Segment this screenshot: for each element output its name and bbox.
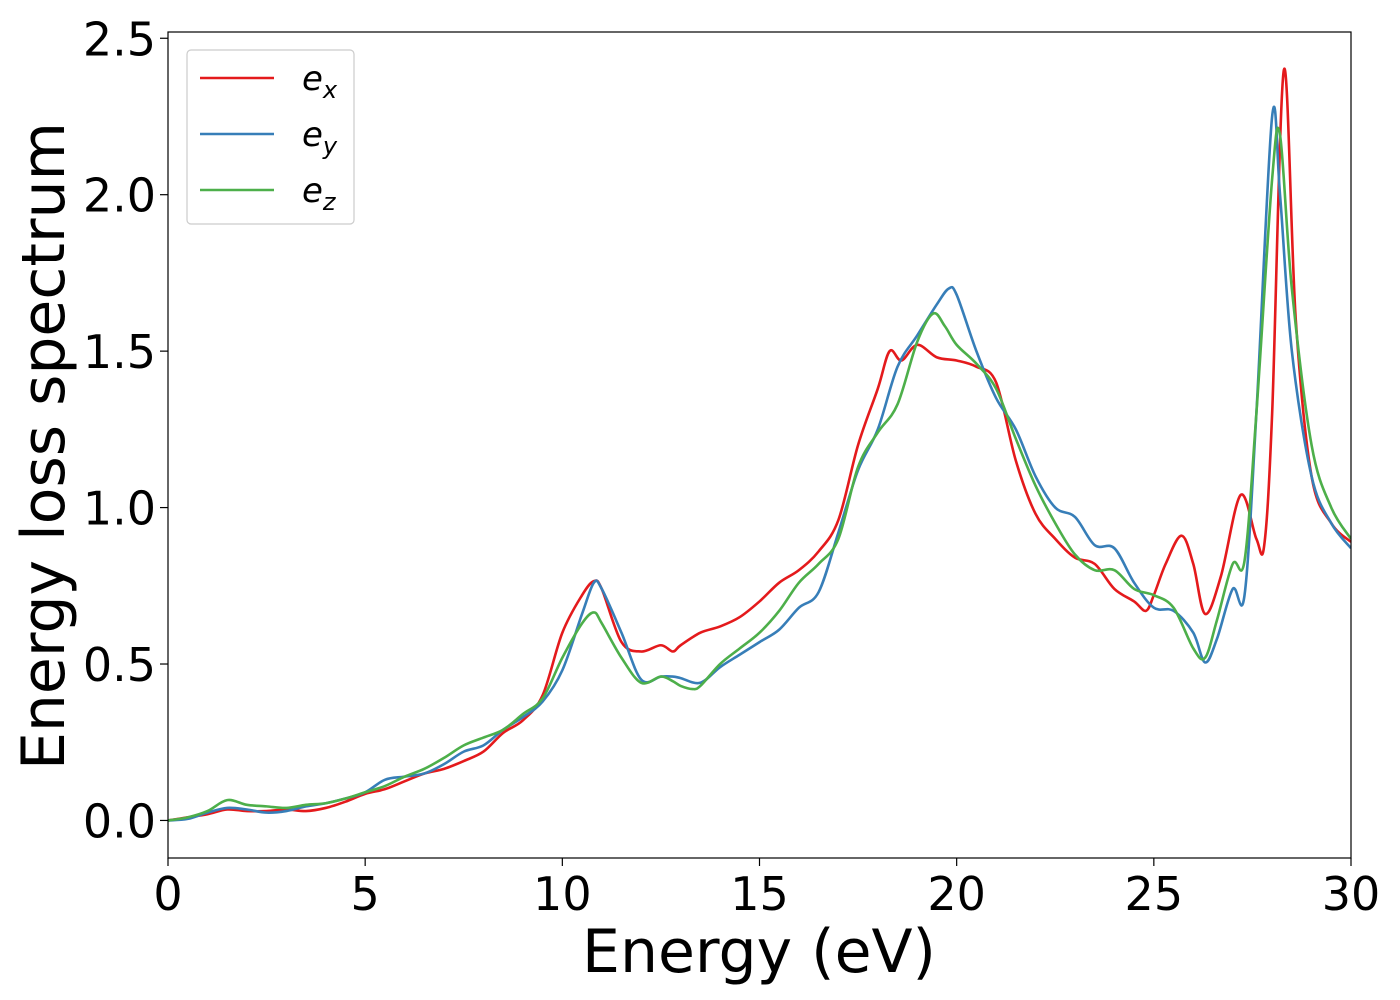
x-axis-label: Energy (eV) — [582, 917, 936, 987]
legend-label-ez: ez — [302, 171, 337, 216]
series-line-ey — [168, 105, 1351, 822]
x-tick-label: 5 — [351, 867, 380, 921]
legend-box — [186, 49, 355, 225]
legend-label-ey: ey — [302, 115, 338, 160]
x-tick-label: 15 — [730, 867, 789, 921]
x-tick-label: 30 — [1322, 867, 1381, 921]
y-tick-label: 0.5 — [83, 638, 156, 692]
series-line-ez — [168, 126, 1351, 822]
x-tick-label: 25 — [1125, 867, 1184, 921]
legend: ex ey ez — [186, 49, 355, 225]
x-tick-label: 0 — [153, 867, 182, 921]
y-tick-label: 1.0 — [83, 482, 156, 536]
y-tick-label: 0.0 — [83, 794, 156, 848]
x-axis: 0 5 10 15 20 25 30 — [153, 858, 1380, 921]
y-axis-label: Energy loss spectrum — [9, 122, 79, 770]
series-line-ex — [168, 67, 1351, 822]
y-tick-label: 2.0 — [83, 169, 156, 223]
y-axis: 0.0 0.5 1.0 1.5 2.0 2.5 — [83, 12, 168, 848]
x-tick-label: 20 — [927, 867, 986, 921]
legend-label-ex: ex — [302, 59, 338, 104]
y-tick-label: 1.5 — [83, 325, 156, 379]
x-tick-label: 10 — [533, 867, 592, 921]
series-group — [168, 67, 1351, 822]
y-tick-label: 2.5 — [83, 12, 156, 66]
